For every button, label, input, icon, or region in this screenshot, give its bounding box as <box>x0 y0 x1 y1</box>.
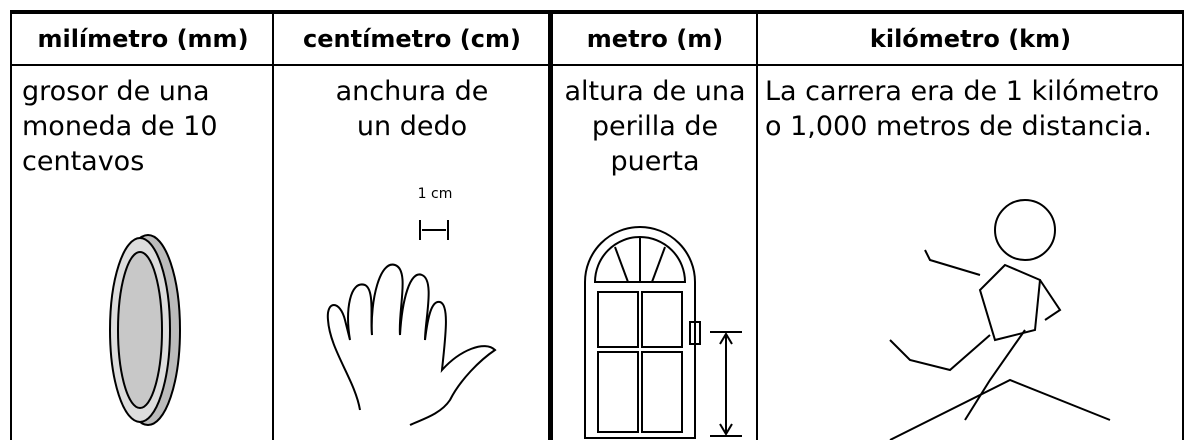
border <box>756 10 758 440</box>
coin-illustration <box>109 234 181 426</box>
text-line: un dedo <box>356 111 468 142</box>
border <box>1182 10 1184 440</box>
text-line: altura de una <box>564 76 746 107</box>
text-line: anchura de <box>335 76 489 107</box>
text-line: centavos <box>22 146 145 177</box>
text-line: moneda de 10 <box>22 111 218 142</box>
door-illustration <box>584 226 742 439</box>
header-cell: metro (m) <box>553 10 757 66</box>
body-cell: grosor de una moneda de 10 centavos <box>12 66 274 440</box>
header-cell: centímetro (cm) <box>274 10 550 66</box>
runner-illustration <box>889 199 1111 440</box>
body-cell: anchura de un dedo <box>274 66 550 440</box>
text-line: perilla de <box>591 111 719 142</box>
hand-illustration <box>326 263 497 426</box>
text-line: puerta <box>610 146 700 177</box>
border <box>548 10 553 440</box>
body-cell: altura de una perilla de puerta <box>553 66 757 440</box>
body-cell: La carrera era de 1 kilómetro o 1,000 met… <box>757 66 1184 440</box>
header-cell: milímetro (mm) <box>12 10 274 66</box>
cm-marker <box>419 220 449 240</box>
text-line: La carrera era de 1 kilómetro <box>765 76 1160 107</box>
text-line: grosor de una <box>22 76 210 107</box>
border <box>10 10 12 440</box>
header-cell: kilómetro (km) <box>757 10 1184 66</box>
text-line: o 1,000 metros de distancia. <box>765 111 1152 142</box>
annotation: 1 cm <box>417 186 453 202</box>
border <box>272 10 274 440</box>
